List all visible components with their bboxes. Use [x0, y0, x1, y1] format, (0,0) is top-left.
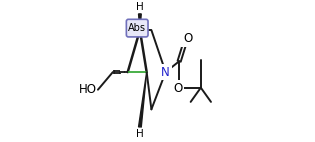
Text: N: N — [161, 66, 170, 79]
Text: Abs: Abs — [128, 23, 146, 33]
Text: O: O — [183, 32, 192, 45]
Polygon shape — [139, 14, 141, 30]
Polygon shape — [139, 72, 147, 127]
Text: H: H — [136, 2, 144, 12]
Text: H: H — [136, 129, 144, 139]
Text: O: O — [173, 82, 182, 95]
Text: HO: HO — [79, 83, 97, 96]
FancyBboxPatch shape — [126, 19, 148, 37]
